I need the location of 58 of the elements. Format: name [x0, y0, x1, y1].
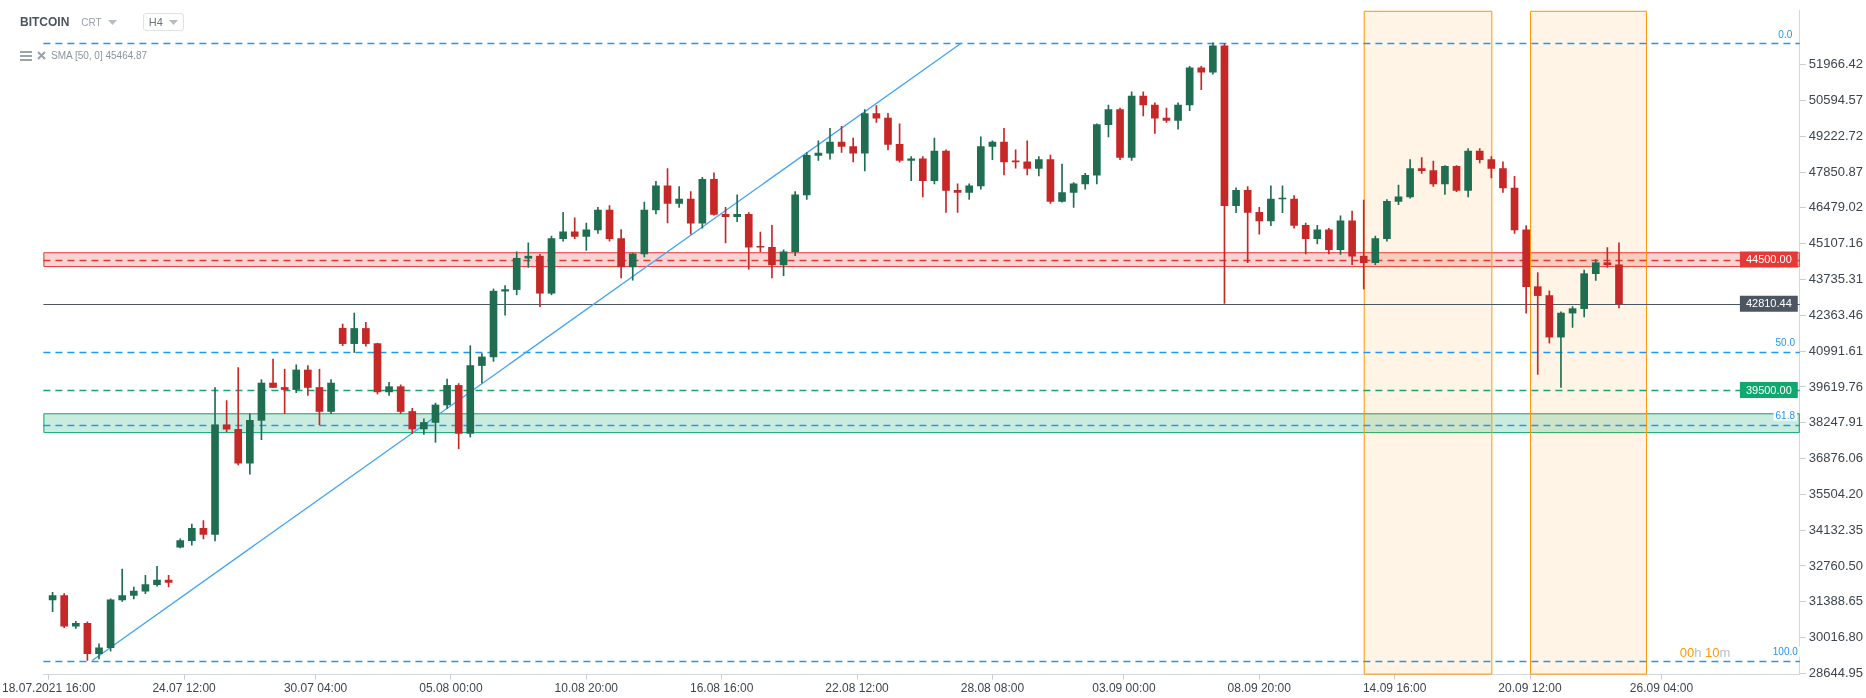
- annotation: 00h 10m: [1679, 644, 1731, 660]
- y-tick-label: 42363.46: [1808, 306, 1864, 322]
- candlestick: [524, 242, 533, 268]
- y-tick-label: 28644.95: [1808, 665, 1864, 680]
- candlestick: [501, 285, 509, 316]
- candlestick: [1023, 140, 1032, 176]
- candlestick: [118, 568, 127, 602]
- annotation: 61.8: [1775, 410, 1796, 422]
- y-tick-label: 31388.65: [1808, 593, 1864, 609]
- candlestick: [570, 217, 579, 240]
- annotation: 50.0: [1775, 337, 1796, 349]
- candlestick: [1359, 199, 1368, 290]
- chart-title: BITCOIN: [20, 15, 70, 29]
- x-tick-label: 16.08 16:00: [689, 681, 754, 696]
- x-tick-label: 26.09 04:00: [1629, 681, 1694, 696]
- y-tick-label: 38247.91: [1808, 414, 1864, 430]
- x-tick-label: 22.08 12:00: [825, 681, 890, 696]
- y-tick-label: 49222.72: [1808, 127, 1864, 143]
- candlestick: [1197, 66, 1206, 90]
- x-tick-label: 10.08 20:00: [554, 681, 619, 696]
- dropdown-field: H4: [142, 13, 184, 31]
- ref-line-label: 42810.44: [1745, 297, 1792, 310]
- x-tick-label: 30.07 04:00: [283, 681, 348, 696]
- y-tick-label: 34132.35: [1808, 521, 1864, 537]
- y-tick-label: 51966.42: [1808, 56, 1864, 72]
- y-tick-label: 46479.02: [1808, 199, 1864, 215]
- y-tick-label: 45107.16: [1808, 235, 1864, 251]
- candlestick: [907, 156, 916, 182]
- y-tick-label: 35504.20: [1808, 485, 1864, 501]
- y-tick-label: 50594.57: [1808, 92, 1864, 108]
- x-tick-label: 05.08 00:00: [419, 681, 483, 696]
- y-tick-label: 47850.87: [1808, 163, 1864, 179]
- candlestick: [1533, 272, 1542, 375]
- annotation: 100.0: [1772, 646, 1799, 658]
- x-tick-label: 14.09 16:00: [1362, 681, 1427, 696]
- ref-line-label: 44500.00: [1745, 253, 1792, 266]
- candlestick: [559, 211, 567, 242]
- x-tick-label: 20.09 12:00: [1498, 681, 1563, 696]
- y-tick-label: 32760.50: [1808, 557, 1864, 573]
- x-tick-label: 24.07 12:00: [152, 681, 217, 696]
- candlestick: [1417, 157, 1426, 174]
- annotation: CRT: [81, 16, 102, 28]
- x-tick-label: 18.07.2021 16:00: [2, 681, 96, 696]
- x-tick-label: 03.09 00:00: [1092, 681, 1156, 696]
- annotation: SMA [50, 0] 45464.87: [51, 50, 148, 61]
- y-tick-label: 43735.31: [1808, 271, 1864, 287]
- y-tick-label: 30016.80: [1808, 629, 1864, 645]
- x-tick-label: 28.08 08:00: [960, 681, 1025, 696]
- ref-line-label: 39500.00: [1745, 383, 1792, 396]
- candlestick: [675, 186, 683, 208]
- y-tick-label: 40991.61: [1808, 342, 1864, 358]
- annotation: 0.0: [1778, 28, 1793, 40]
- y-tick-label: 36876.06: [1808, 450, 1864, 466]
- candlestick: [733, 194, 741, 223]
- y-tick-label: 39619.76: [1808, 378, 1864, 394]
- x-tick-label: 08.09 20:00: [1227, 681, 1292, 696]
- annotation: H4: [148, 16, 163, 28]
- candlestick: [269, 358, 277, 388]
